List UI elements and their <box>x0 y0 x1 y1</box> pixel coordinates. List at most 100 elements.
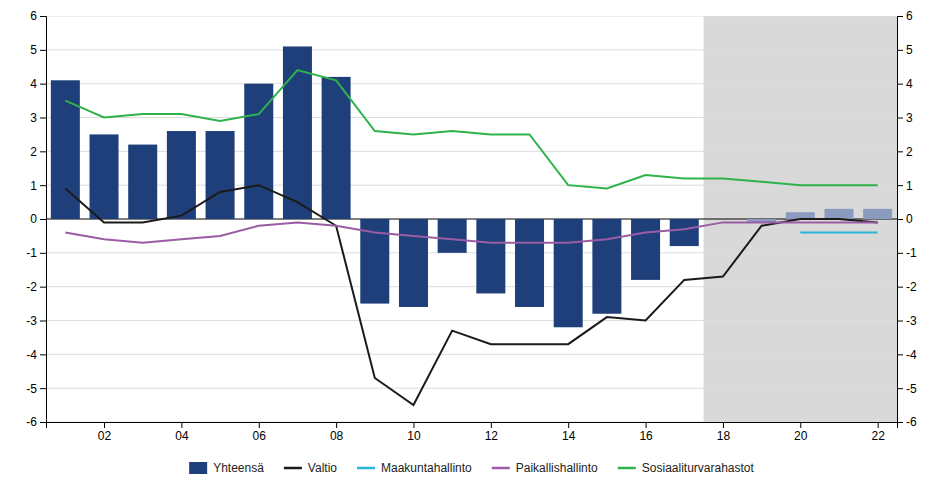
tick: 22 <box>871 422 885 443</box>
legend-label: Valtio <box>308 461 337 475</box>
tick-mark <box>878 422 879 428</box>
tick-mark <box>40 185 46 186</box>
tick: 06 <box>253 422 267 443</box>
tick-mark <box>40 287 46 288</box>
legend-swatch <box>492 467 510 470</box>
y2-axis-line <box>898 17 904 423</box>
tick: -6 <box>26 415 46 429</box>
bars <box>51 46 892 327</box>
marks <box>46 16 897 422</box>
tick-mark <box>181 422 182 428</box>
legend-item: Yhteensä <box>189 461 264 475</box>
tick-mark <box>336 422 337 428</box>
tick-mark <box>897 50 903 51</box>
bar <box>631 219 660 280</box>
grid-line <box>46 354 897 355</box>
tick-label: -1 <box>26 246 37 260</box>
tick: 08 <box>330 422 344 443</box>
grid-line <box>46 422 897 423</box>
tick-label: -4 <box>906 348 917 362</box>
tick-mark <box>897 118 903 119</box>
bar <box>322 77 351 219</box>
tick-mark <box>897 354 903 355</box>
tick-label: -5 <box>906 382 917 396</box>
tick-mark <box>104 422 105 428</box>
bar <box>708 219 737 220</box>
tick-label: 12 <box>485 429 499 443</box>
tick-mark <box>646 422 647 428</box>
legend-swatch <box>189 462 207 474</box>
tick: 4 <box>30 77 46 91</box>
tick-label: 16 <box>639 429 653 443</box>
grid-line <box>46 388 897 389</box>
tick-mark <box>40 388 46 389</box>
legend-label: Paikallishallinto <box>516 461 598 475</box>
tick: 04 <box>175 422 189 443</box>
tick: 5 <box>30 43 46 57</box>
tick-mark <box>40 253 46 254</box>
grid-line <box>46 49 897 50</box>
bar <box>824 209 853 219</box>
tick-label: 4 <box>906 77 913 91</box>
bar <box>128 145 157 219</box>
tick-mark <box>40 321 46 322</box>
tick: -6 <box>897 415 917 429</box>
tick-label: 0 <box>906 212 913 226</box>
grid-line <box>46 16 897 17</box>
tick: -2 <box>26 280 46 294</box>
tick: 1 <box>30 179 46 193</box>
tick: 20 <box>794 422 808 443</box>
tick: -4 <box>26 348 46 362</box>
tick-mark <box>723 422 724 428</box>
tick: 16 <box>639 422 653 443</box>
tick: -1 <box>26 246 46 260</box>
legend-item: Sosiaaliturvarahastot <box>618 461 755 475</box>
tick-label: 5 <box>906 43 913 57</box>
legend-swatch <box>618 467 636 470</box>
bar <box>863 209 892 219</box>
y-axis: -6-5-4-3-2-10123456 <box>26 9 46 429</box>
grid-line <box>46 286 897 287</box>
legend-item: Paikallishallinto <box>492 461 598 475</box>
tick: 0 <box>897 212 913 226</box>
grid-line <box>46 117 897 118</box>
tick: 0 <box>30 212 46 226</box>
tick-label: -6 <box>906 415 917 429</box>
bar <box>167 131 196 219</box>
bar <box>786 212 815 219</box>
tick-label: 20 <box>794 429 808 443</box>
tick-label: 3 <box>906 111 913 125</box>
tick-mark <box>491 422 492 428</box>
bar <box>206 131 235 219</box>
grid-line <box>46 83 897 84</box>
tick: -3 <box>897 314 917 328</box>
x-axis-line <box>47 423 898 429</box>
tick-mark <box>40 118 46 119</box>
tick: 4 <box>897 77 913 91</box>
tick-mark <box>413 422 414 428</box>
tick-mark <box>897 84 903 85</box>
tick: -1 <box>897 246 917 260</box>
legend-label: Sosiaaliturvarahastot <box>642 461 755 475</box>
bar <box>515 219 544 307</box>
tick-mark <box>897 16 903 17</box>
bar <box>476 219 505 293</box>
legend-item: Valtio <box>284 461 337 475</box>
tick-label: -2 <box>906 280 917 294</box>
tick-mark <box>897 422 903 423</box>
bar <box>399 219 428 307</box>
tick: 2 <box>30 145 46 159</box>
grid-line <box>46 320 897 321</box>
bar <box>90 134 119 219</box>
tick-label: 06 <box>253 429 267 443</box>
tick-label: 18 <box>717 429 731 443</box>
tick-mark <box>897 287 903 288</box>
tick-label: 0 <box>30 212 37 226</box>
tick-label: -5 <box>26 382 37 396</box>
tick: -5 <box>897 382 917 396</box>
chart: 0204060810121416182022-6-5-4-3-2-1012345… <box>0 0 943 494</box>
bar <box>670 219 699 246</box>
tick-label: -2 <box>26 280 37 294</box>
tick-mark <box>40 422 46 423</box>
tick-label: 22 <box>871 429 885 443</box>
